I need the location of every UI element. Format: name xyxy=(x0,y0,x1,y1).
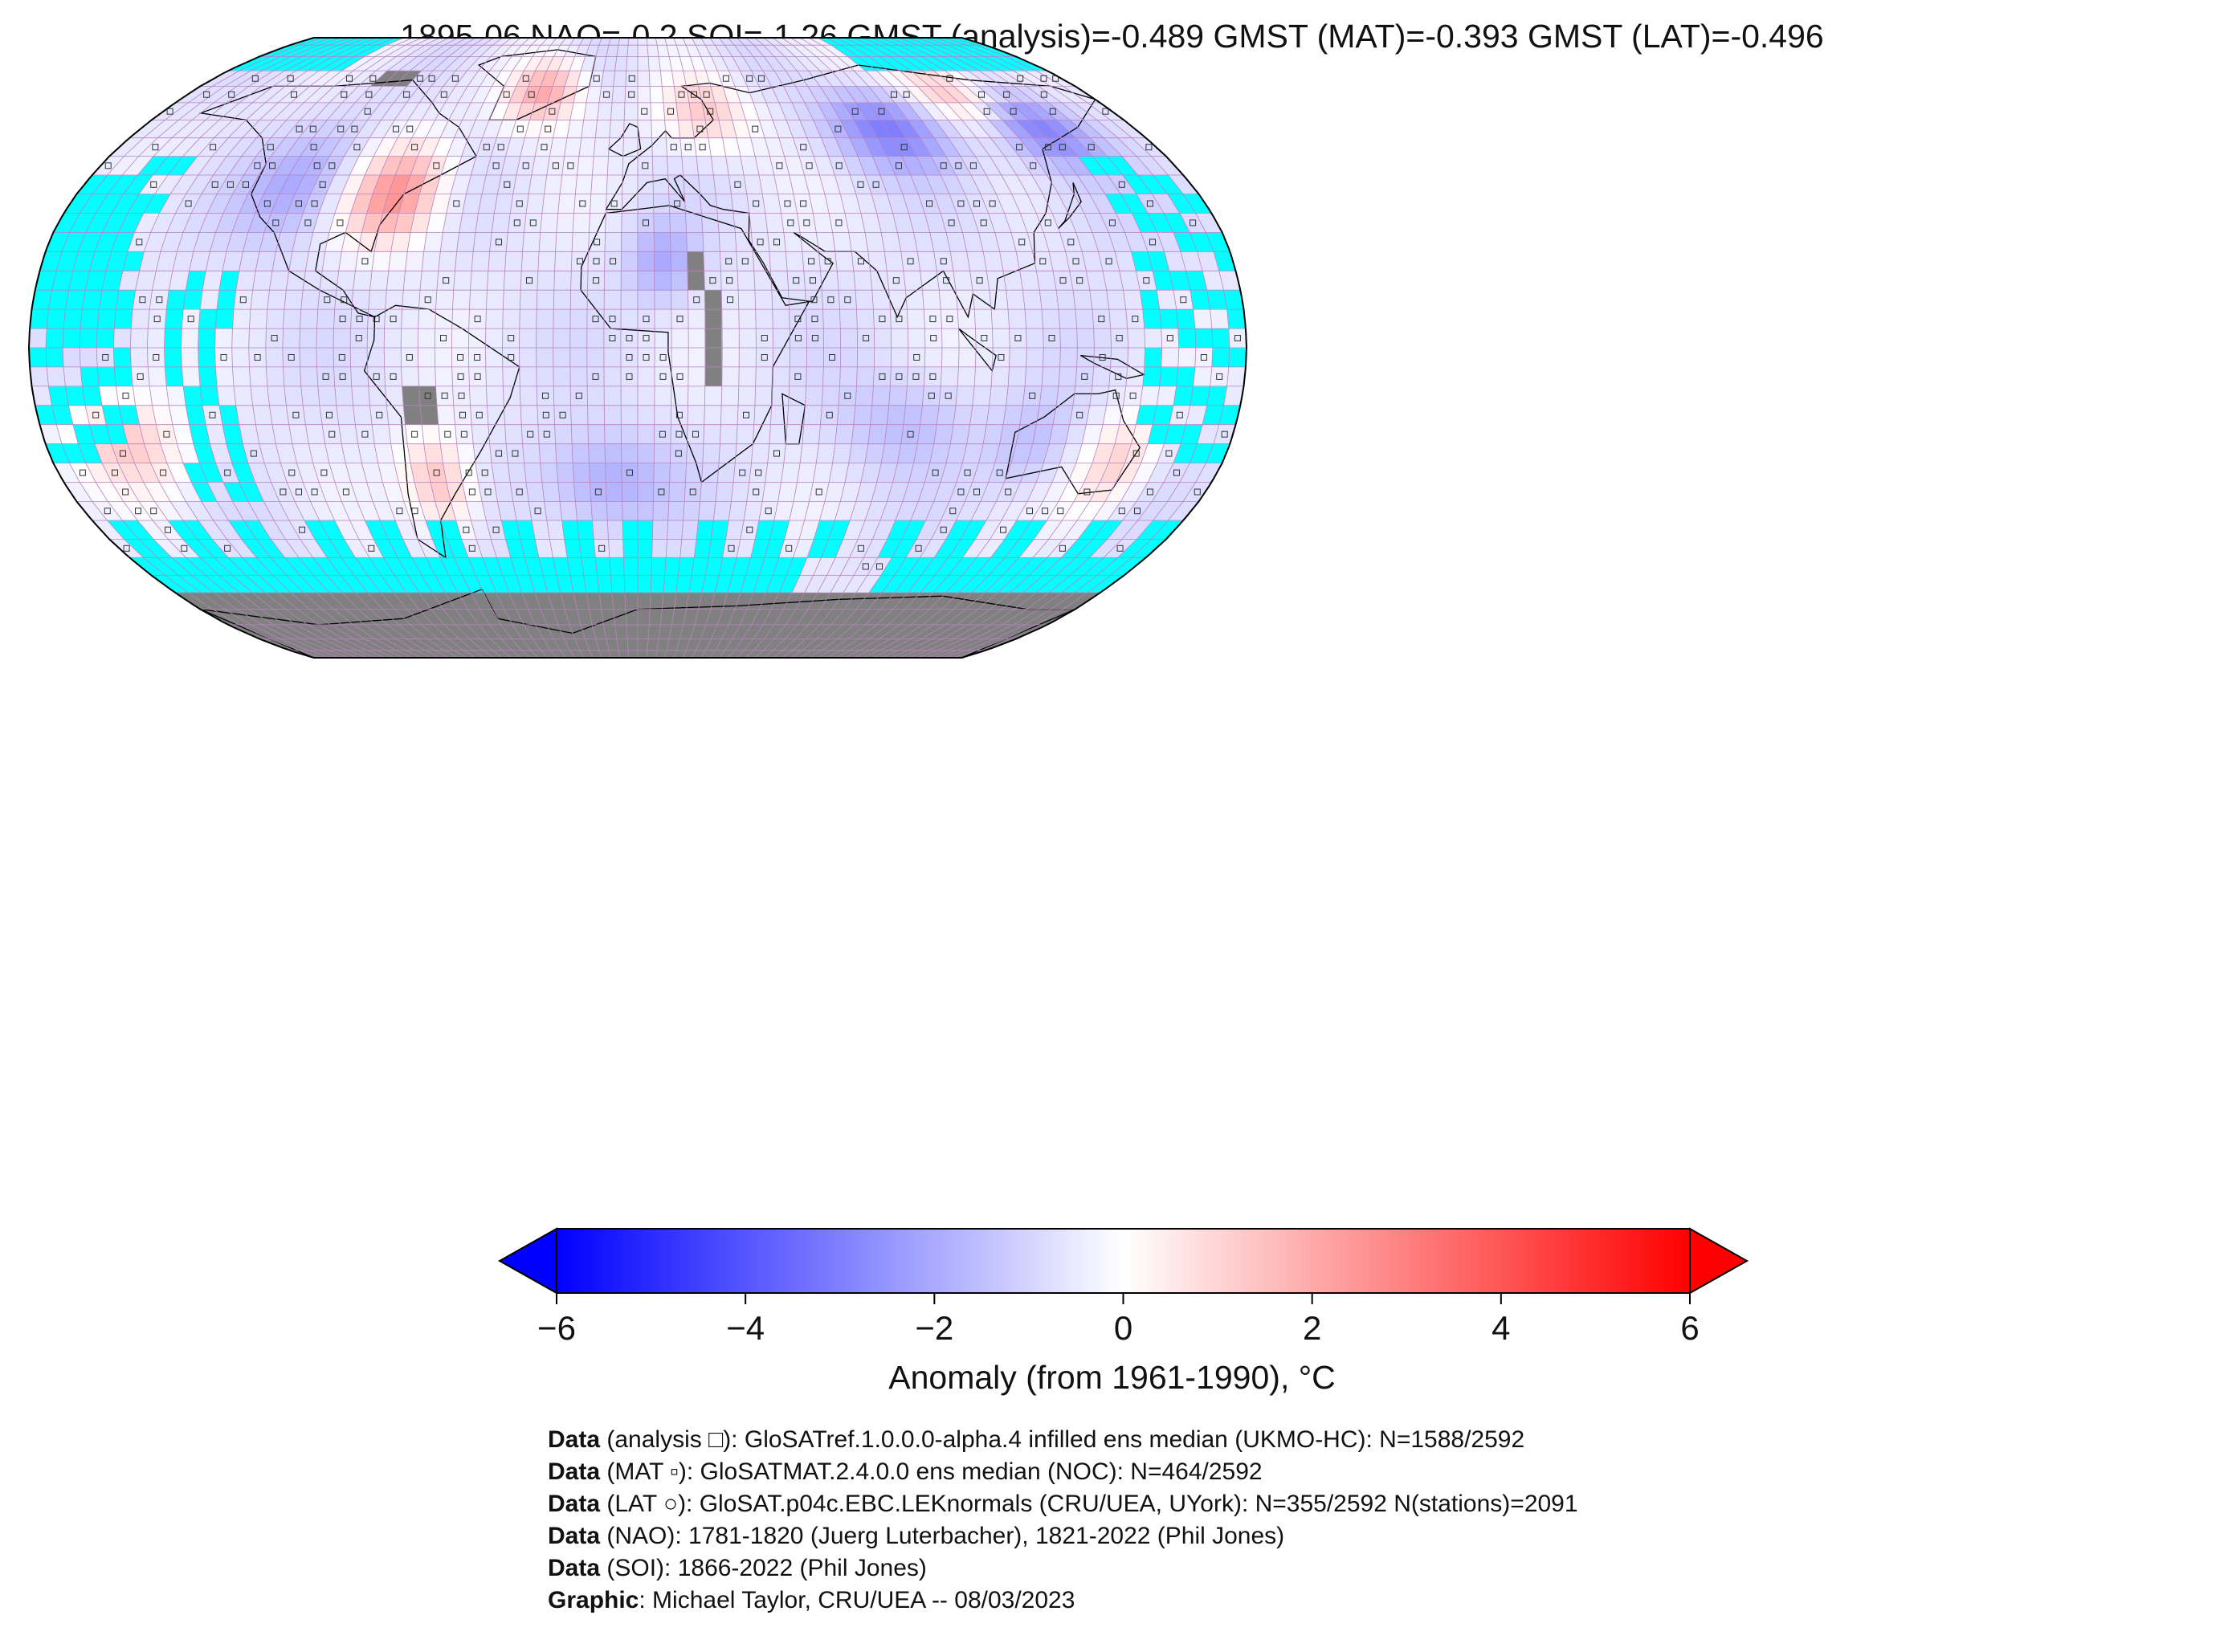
colorbar-label: Anomaly (from 1961-1990), °C xyxy=(888,1359,1336,1396)
colorbar-max-extension xyxy=(1689,1227,1749,1295)
credit-line: Data (analysis □): GloSATref.1.0.0.0-alp… xyxy=(548,1426,1525,1453)
data-credits: Data (analysis □): GloSATref.1.0.0.0-alp… xyxy=(548,1424,1578,1617)
colorbar-tick-label: 4 xyxy=(1492,1309,1511,1347)
anomaly-map xyxy=(27,37,1248,659)
colorbar-tick-label: −4 xyxy=(726,1309,765,1347)
credit-line: Data (SOI): 1866-2022 (Phil Jones) xyxy=(548,1555,927,1581)
colorbar-tick-label: 2 xyxy=(1302,1309,1322,1347)
credit-line: Data (MAT ▫): GloSATMAT.2.4.0.0 ens medi… xyxy=(548,1458,1263,1485)
colorbar-tick-label: −6 xyxy=(537,1309,576,1347)
credit-line: Data (NAO): 1781-1820 (Juerg Luterbacher… xyxy=(548,1523,1285,1549)
colorbar-min-extension xyxy=(497,1227,557,1295)
colorbar-gradient xyxy=(556,1228,1691,1294)
colorbar-tick-label: 6 xyxy=(1680,1309,1700,1347)
credit-line: Data (LAT ○): GloSAT.p04c.EBC.LEKnormals… xyxy=(548,1491,1578,1517)
colorbar-tick-label: −2 xyxy=(915,1309,954,1347)
credit-line: Graphic: Michael Taylor, CRU/UEA -- 08/0… xyxy=(548,1587,1075,1613)
colorbar xyxy=(497,1227,1749,1304)
colorbar-tick-label: 0 xyxy=(1113,1309,1133,1347)
